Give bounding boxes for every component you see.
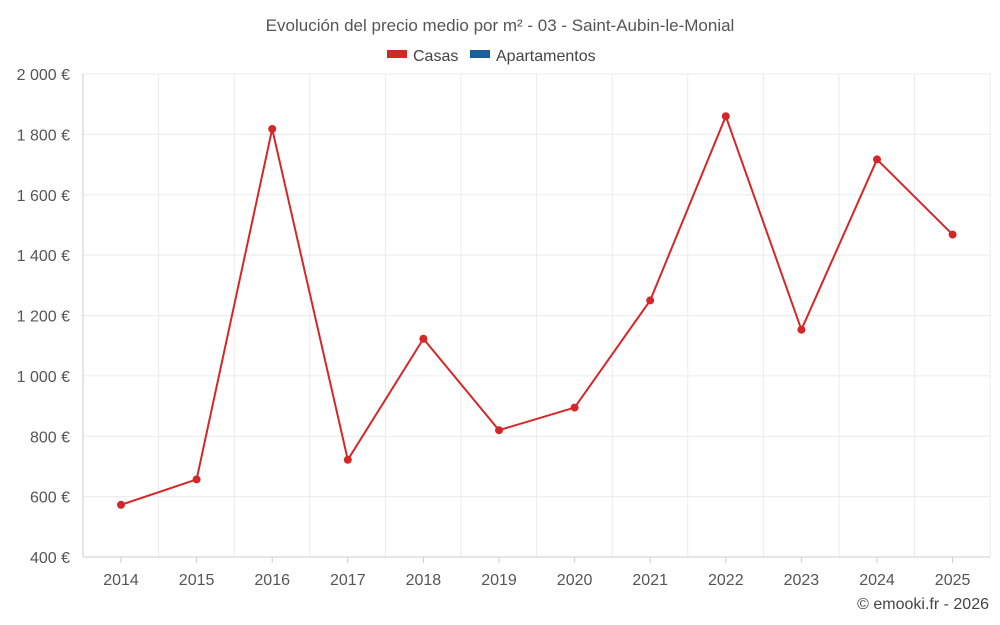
- x-tick-label: 2023: [784, 572, 820, 589]
- y-tick-label: 400 €: [30, 550, 70, 567]
- y-tick-label: 800 €: [30, 429, 70, 446]
- y-tick-label: 1 200 €: [17, 309, 70, 326]
- credit-text: © emooki.fr - 2026: [857, 596, 989, 613]
- grid: [82, 73, 991, 557]
- x-tick-label: 2021: [632, 572, 668, 589]
- x-tick-label: 2019: [481, 572, 517, 589]
- y-tick-label: 600 €: [30, 490, 70, 507]
- x-tick-label: 2024: [859, 572, 895, 589]
- data-point-casas[interactable]: [721, 112, 730, 121]
- x-tick-label: 2015: [179, 572, 215, 589]
- chart-title: Evolución del precio medio por m² - 03 -…: [266, 16, 735, 35]
- data-point-casas[interactable]: [570, 403, 579, 412]
- x-tick-label: 2014: [103, 572, 139, 589]
- data-point-casas[interactable]: [948, 230, 957, 239]
- data-point-casas[interactable]: [646, 296, 655, 305]
- y-tick-label: 1 800 €: [17, 127, 70, 144]
- legend-label-casas: Casas: [413, 48, 458, 65]
- legend-label-apartamentos: Apartamentos: [496, 48, 596, 65]
- legend-item-apartamentos[interactable]: Apartamentos: [470, 48, 596, 65]
- y-tick-label: 1 400 €: [17, 248, 70, 265]
- axes: 400 € 600 € 800 € 1 000 € 1 200 € 1 400 € 1 60…: [17, 67, 990, 589]
- x-tick-label: 2016: [254, 572, 290, 589]
- y-tick-label: 2 000 €: [17, 67, 70, 84]
- x-tick-label: 2018: [406, 572, 442, 589]
- x-tick-label: 2025: [935, 572, 971, 589]
- data-point-casas[interactable]: [192, 475, 201, 484]
- x-tick-label: 2017: [330, 572, 366, 589]
- data-point-casas[interactable]: [343, 455, 352, 464]
- data-point-casas[interactable]: [873, 155, 881, 164]
- data-point-casas[interactable]: [495, 426, 503, 435]
- y-tick-label: 1 000 €: [17, 369, 70, 386]
- x-tick-label: 2022: [708, 572, 744, 589]
- data-point-casas[interactable]: [117, 500, 125, 509]
- legend-swatch-casas: [387, 50, 407, 58]
- series-casas: [117, 112, 957, 509]
- y-tick-label: 1 600 €: [17, 188, 70, 205]
- series-line-casas: [120, 115, 954, 506]
- data-point-casas[interactable]: [419, 334, 428, 343]
- legend: Casas Apartamentos: [387, 48, 596, 65]
- data-point-casas[interactable]: [268, 124, 277, 133]
- x-tick-label: 2020: [557, 572, 593, 589]
- data-point-casas[interactable]: [797, 325, 806, 334]
- legend-swatch-apartamentos: [470, 50, 490, 58]
- legend-item-casas[interactable]: Casas: [387, 48, 458, 65]
